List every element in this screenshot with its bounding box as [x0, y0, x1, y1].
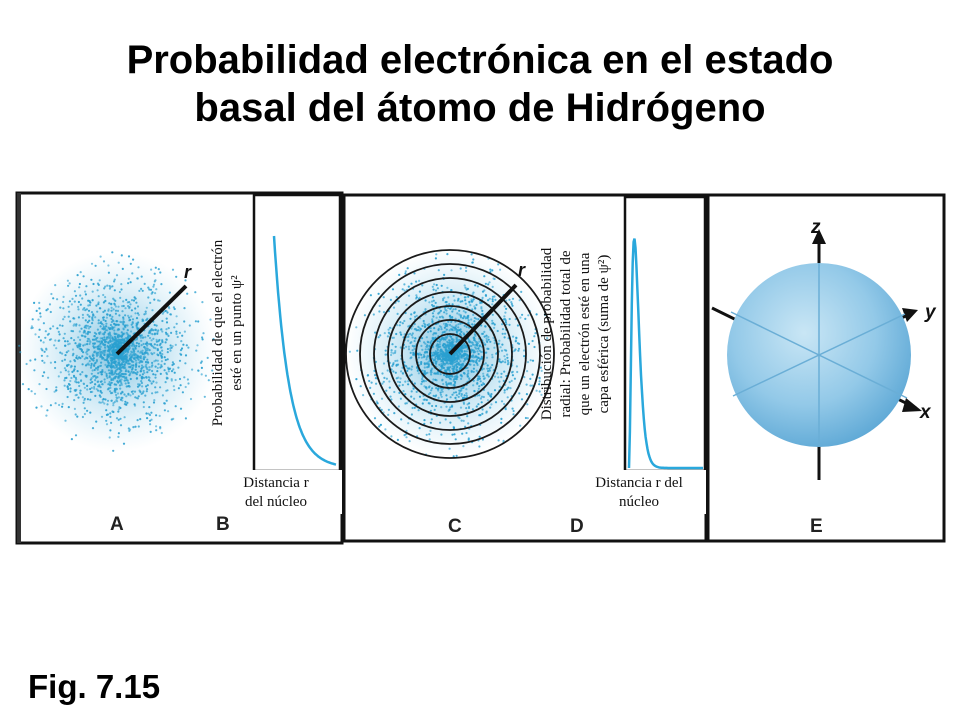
panel-d-xlabel-bg [574, 470, 706, 514]
panel-c-letter: C [448, 516, 462, 537]
panel-e-x-label: x [919, 402, 932, 423]
panel-d-ylabel-line-2: radial: Probabilidad total de [558, 250, 574, 417]
panel-a-letter: A [110, 514, 124, 535]
panel-b-letter: B [216, 514, 230, 535]
panel-e-y-label: y [924, 302, 937, 323]
panel-e-z-label: z [810, 217, 821, 238]
panel-b-plot-box [252, 193, 342, 473]
panel-e-letter: E [810, 516, 823, 537]
panel-a-radius-line [115, 284, 188, 356]
panel-d-letter: D [570, 516, 584, 537]
panel-b-xlabel-line-1: Distancia r [243, 475, 308, 491]
panel-b-probability-curve [272, 235, 337, 466]
panel-e-z-arrowhead [812, 229, 826, 244]
panel-d-ylabel-line-1: Distribución de probabilidad [539, 247, 555, 420]
title-line-1: Probabilidad electrónica en el estado [126, 38, 834, 82]
panel-b-ylabel-line-2: esté en un punto ψ² [229, 275, 245, 391]
figure-label: Fig. 7.15 [28, 668, 161, 705]
panel-d-radial-curve [627, 238, 703, 470]
panel-e-x-arrowhead [902, 398, 922, 412]
panel-e-inner-axes [730, 263, 908, 447]
panel-a-r-label: r [184, 262, 192, 282]
panel-d-xlabel-line-1: Distancia r del [595, 475, 682, 491]
panel-e-y-arrowhead [902, 308, 918, 322]
panel-d-ylabel-line-3: que un electrón esté en una [577, 252, 593, 415]
panel-b-ylabel-line-1: Probabilidad de que el electrón [210, 239, 226, 426]
panel-a-electron-dots [18, 251, 215, 452]
panel-c-radius-line [448, 283, 518, 356]
panel-c-spherical-shells [345, 249, 555, 459]
title-line-2: basal del átomo de Hidrógeno [194, 86, 766, 130]
panel-d-plot-box [623, 195, 707, 473]
panel-d-ylabel-line-4: capa esférica (suma de ψ²) [596, 255, 612, 414]
panel-b-xlabel-line-2: del núcleo [245, 494, 307, 510]
panel-b-xlabel-bg [214, 470, 342, 514]
panel-d-xlabel-line-2: núcleo [619, 494, 659, 510]
panel-c-r-label: r [518, 260, 526, 280]
page-title: Probabilidad electrónica en el estado ba… [0, 36, 960, 132]
